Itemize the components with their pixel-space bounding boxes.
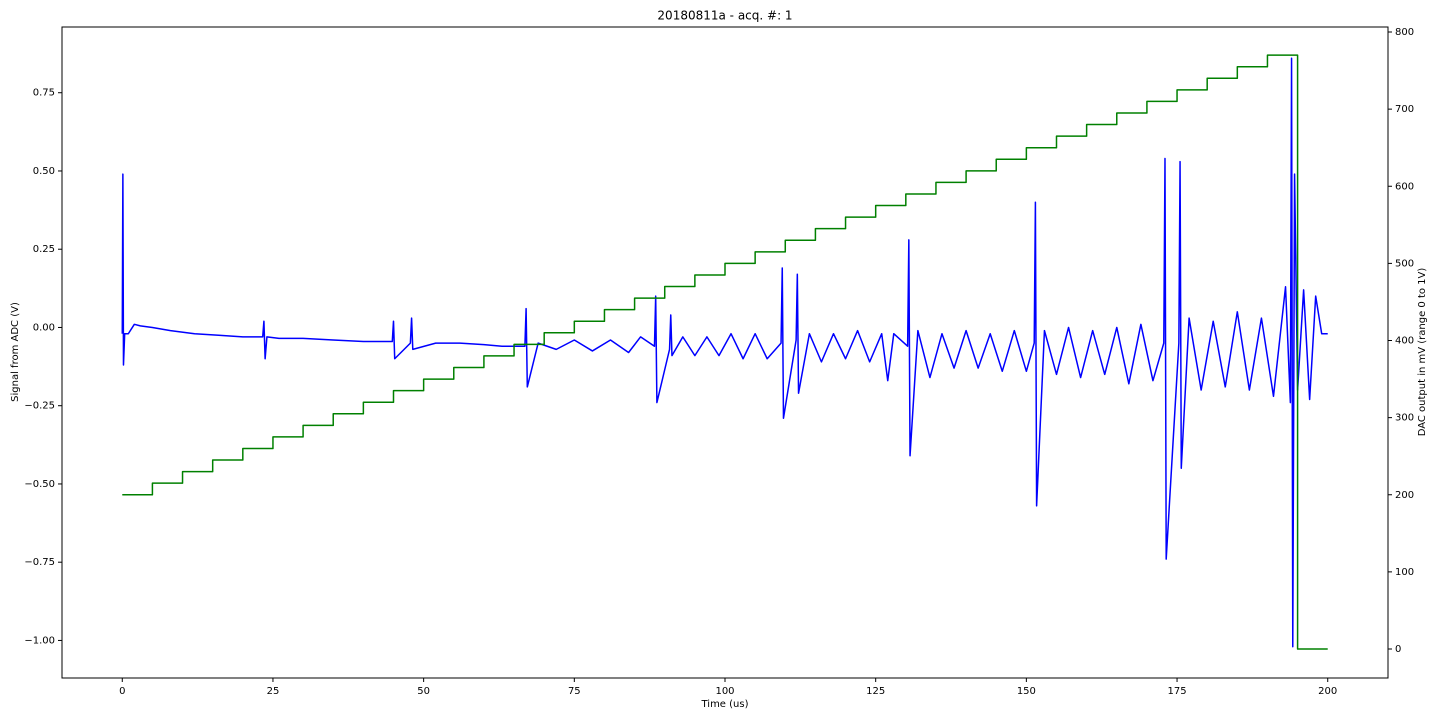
y-tick-label: −1.00	[24, 635, 55, 646]
y2-tick-label: 600	[1395, 181, 1414, 192]
y-tick-label: 0.75	[33, 88, 55, 99]
plot-frame	[61, 26, 1389, 679]
x-tick-label: 100	[715, 686, 734, 697]
y2-axis-label: DAC output in mV (range 0 to 1V)	[1417, 268, 1428, 437]
y-tick-label: 0.00	[33, 322, 55, 333]
series-line	[122, 54, 1328, 650]
x-tick-label: 150	[1017, 686, 1036, 697]
chart-title: 20180811a - acq. #: 1	[657, 9, 792, 23]
x-tick-label: 25	[267, 686, 280, 697]
y2-tick-label: 500	[1395, 258, 1414, 269]
y2-tick-label: 800	[1395, 27, 1414, 38]
y2-tick-label: 300	[1395, 413, 1414, 424]
series-line	[121, 57, 1328, 648]
x-tick-label: 50	[417, 686, 430, 697]
y-tick-label: −0.25	[24, 401, 55, 412]
x-tick-label: 125	[866, 686, 885, 697]
y-tick-label: −0.75	[24, 557, 55, 568]
y-tick-label: 0.50	[33, 166, 55, 177]
y-axis-label: Signal from ADC (V)	[10, 302, 21, 402]
y-tick-label: 0.25	[33, 244, 55, 255]
y-tick-label: −0.50	[24, 479, 55, 490]
y2-tick-label: 200	[1395, 490, 1414, 501]
y2-tick-label: 700	[1395, 104, 1414, 115]
y2-tick-label: 400	[1395, 336, 1414, 347]
x-tick-label: 0	[119, 686, 125, 697]
y2-tick-label: 0	[1395, 644, 1401, 655]
y2-tick-label: 100	[1395, 567, 1414, 578]
x-tick-label: 175	[1167, 686, 1186, 697]
x-axis-label: Time (us)	[700, 699, 748, 710]
x-tick-label: 200	[1318, 686, 1337, 697]
x-tick-label: 75	[568, 686, 581, 697]
